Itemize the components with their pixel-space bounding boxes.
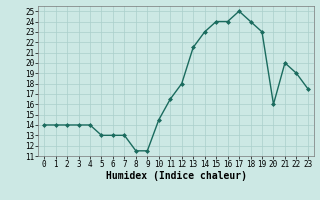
X-axis label: Humidex (Indice chaleur): Humidex (Indice chaleur) [106, 171, 246, 181]
